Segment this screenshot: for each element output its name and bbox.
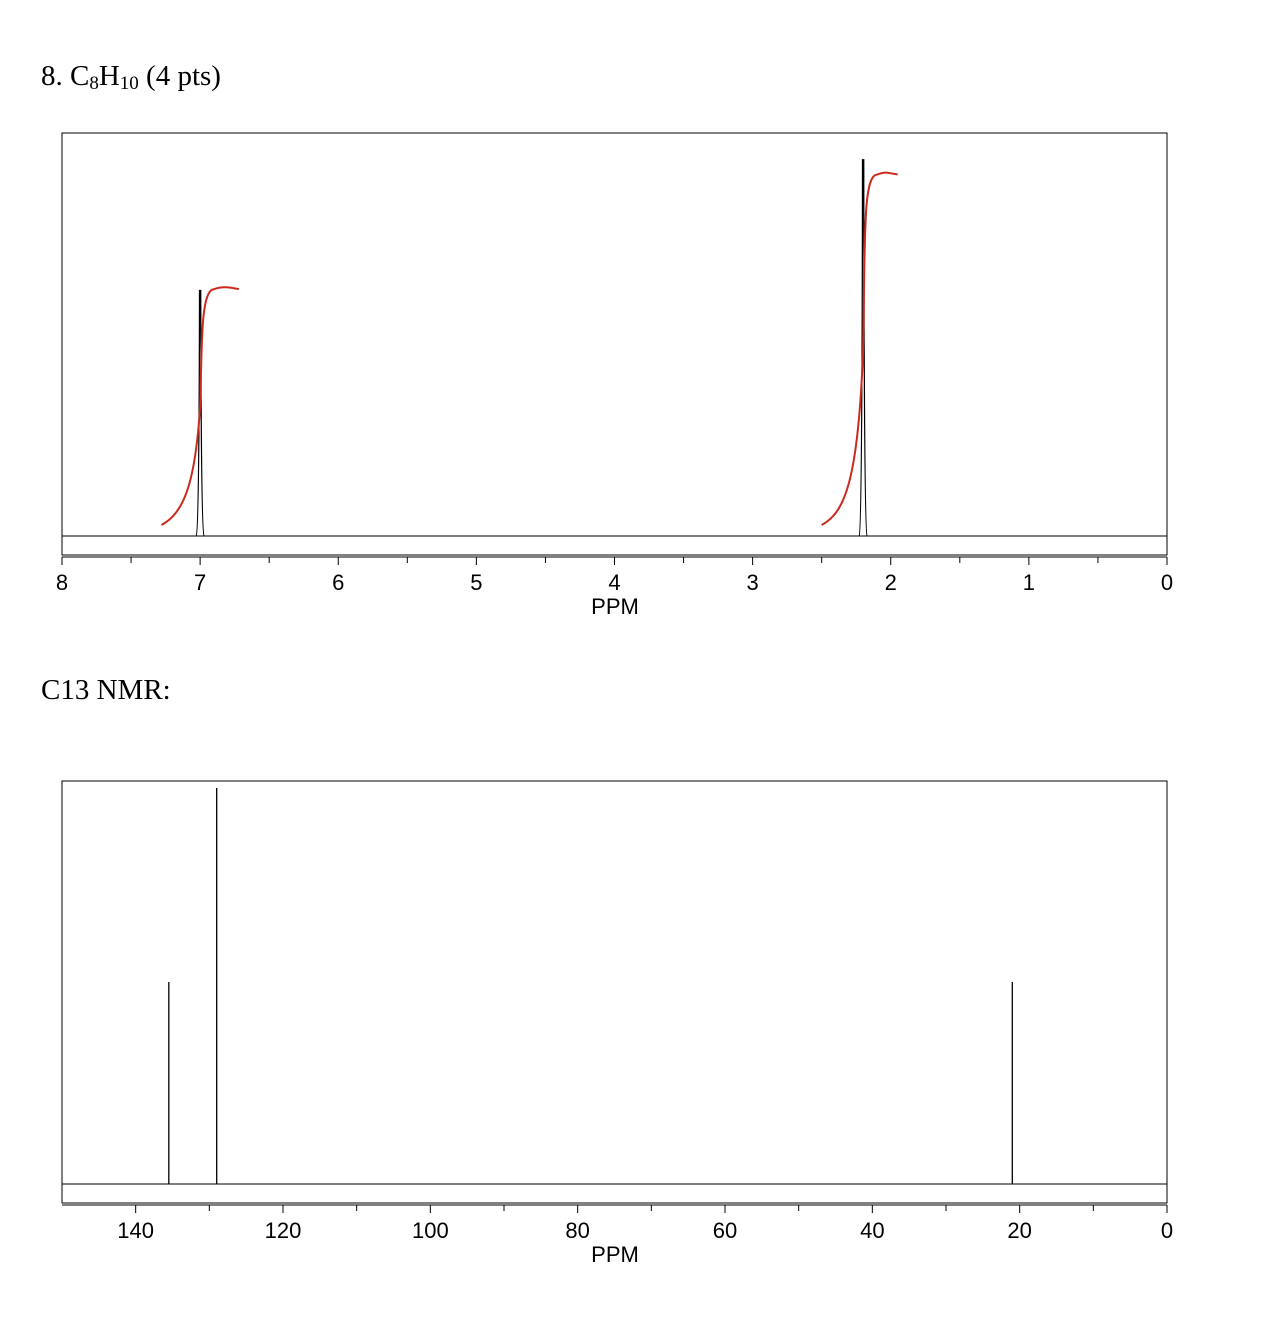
h1-peak-1 — [195, 289, 205, 537]
h1-frame — [61, 132, 1168, 556]
formula-hydrogen: H — [98, 60, 120, 92]
c13-nmr-heading: C13 NMR: — [41, 674, 171, 706]
h1-peaks — [195, 159, 868, 537]
h1-plot-frame — [61, 132, 1168, 556]
h1-peak-2 — [858, 159, 868, 537]
h1-integral-curve-1 — [160, 286, 239, 526]
c13-plot-frame — [61, 780, 1168, 1204]
c13-peaks — [168, 788, 1013, 1184]
h1-tick-label: 4 — [608, 570, 620, 595]
h1-tick-label: 0 — [1161, 570, 1173, 595]
formula-hydrogen-count: 10 — [119, 73, 139, 94]
c13-tick-label: 100 — [412, 1218, 449, 1243]
c13-x-axis-title: PPM — [591, 1242, 639, 1267]
c13-tick-label: 40 — [860, 1218, 884, 1243]
problem-title: 8. C8H10 (4 pts) — [41, 60, 221, 94]
h1-integral-curve-2 — [821, 171, 898, 526]
c13-tick-label: 20 — [1007, 1218, 1031, 1243]
h1-integrals — [160, 171, 898, 526]
c13-tick-label: 80 — [565, 1218, 589, 1243]
h1-tick-label: 8 — [56, 570, 68, 595]
h1-nmr-spectrum: 8 7 6 5 4 3 2 1 0 PPM — [56, 132, 1173, 619]
h1-tick-label: 6 — [332, 570, 344, 595]
h1-axis: 8 7 6 5 4 3 2 1 0 — [56, 556, 1173, 595]
h1-tick-label: 5 — [470, 570, 482, 595]
h1-tick-label: 7 — [194, 570, 206, 595]
c13-frame — [61, 780, 1168, 1204]
c13-tick-label: 60 — [713, 1218, 737, 1243]
c13-nmr-spectrum: 140 120 100 80 60 40 20 0 PPM — [61, 780, 1173, 1267]
formula-carbon: C — [70, 60, 90, 92]
h1-tick-label: 1 — [1023, 570, 1035, 595]
h1-tick-label: 3 — [747, 570, 759, 595]
h1-x-axis-title: PPM — [591, 594, 639, 619]
c13-tick-label: 140 — [117, 1218, 154, 1243]
c13-tick-label: 0 — [1161, 1218, 1173, 1243]
h1-tick-label: 2 — [885, 570, 897, 595]
c13-tick-label: 120 — [265, 1218, 302, 1243]
problem-points: (4 pts) — [146, 60, 221, 92]
problem-number: 8. — [41, 60, 63, 92]
formula-carbon-count: 8 — [89, 73, 99, 94]
c13-axis: 140 120 100 80 60 40 20 0 — [62, 1204, 1173, 1243]
